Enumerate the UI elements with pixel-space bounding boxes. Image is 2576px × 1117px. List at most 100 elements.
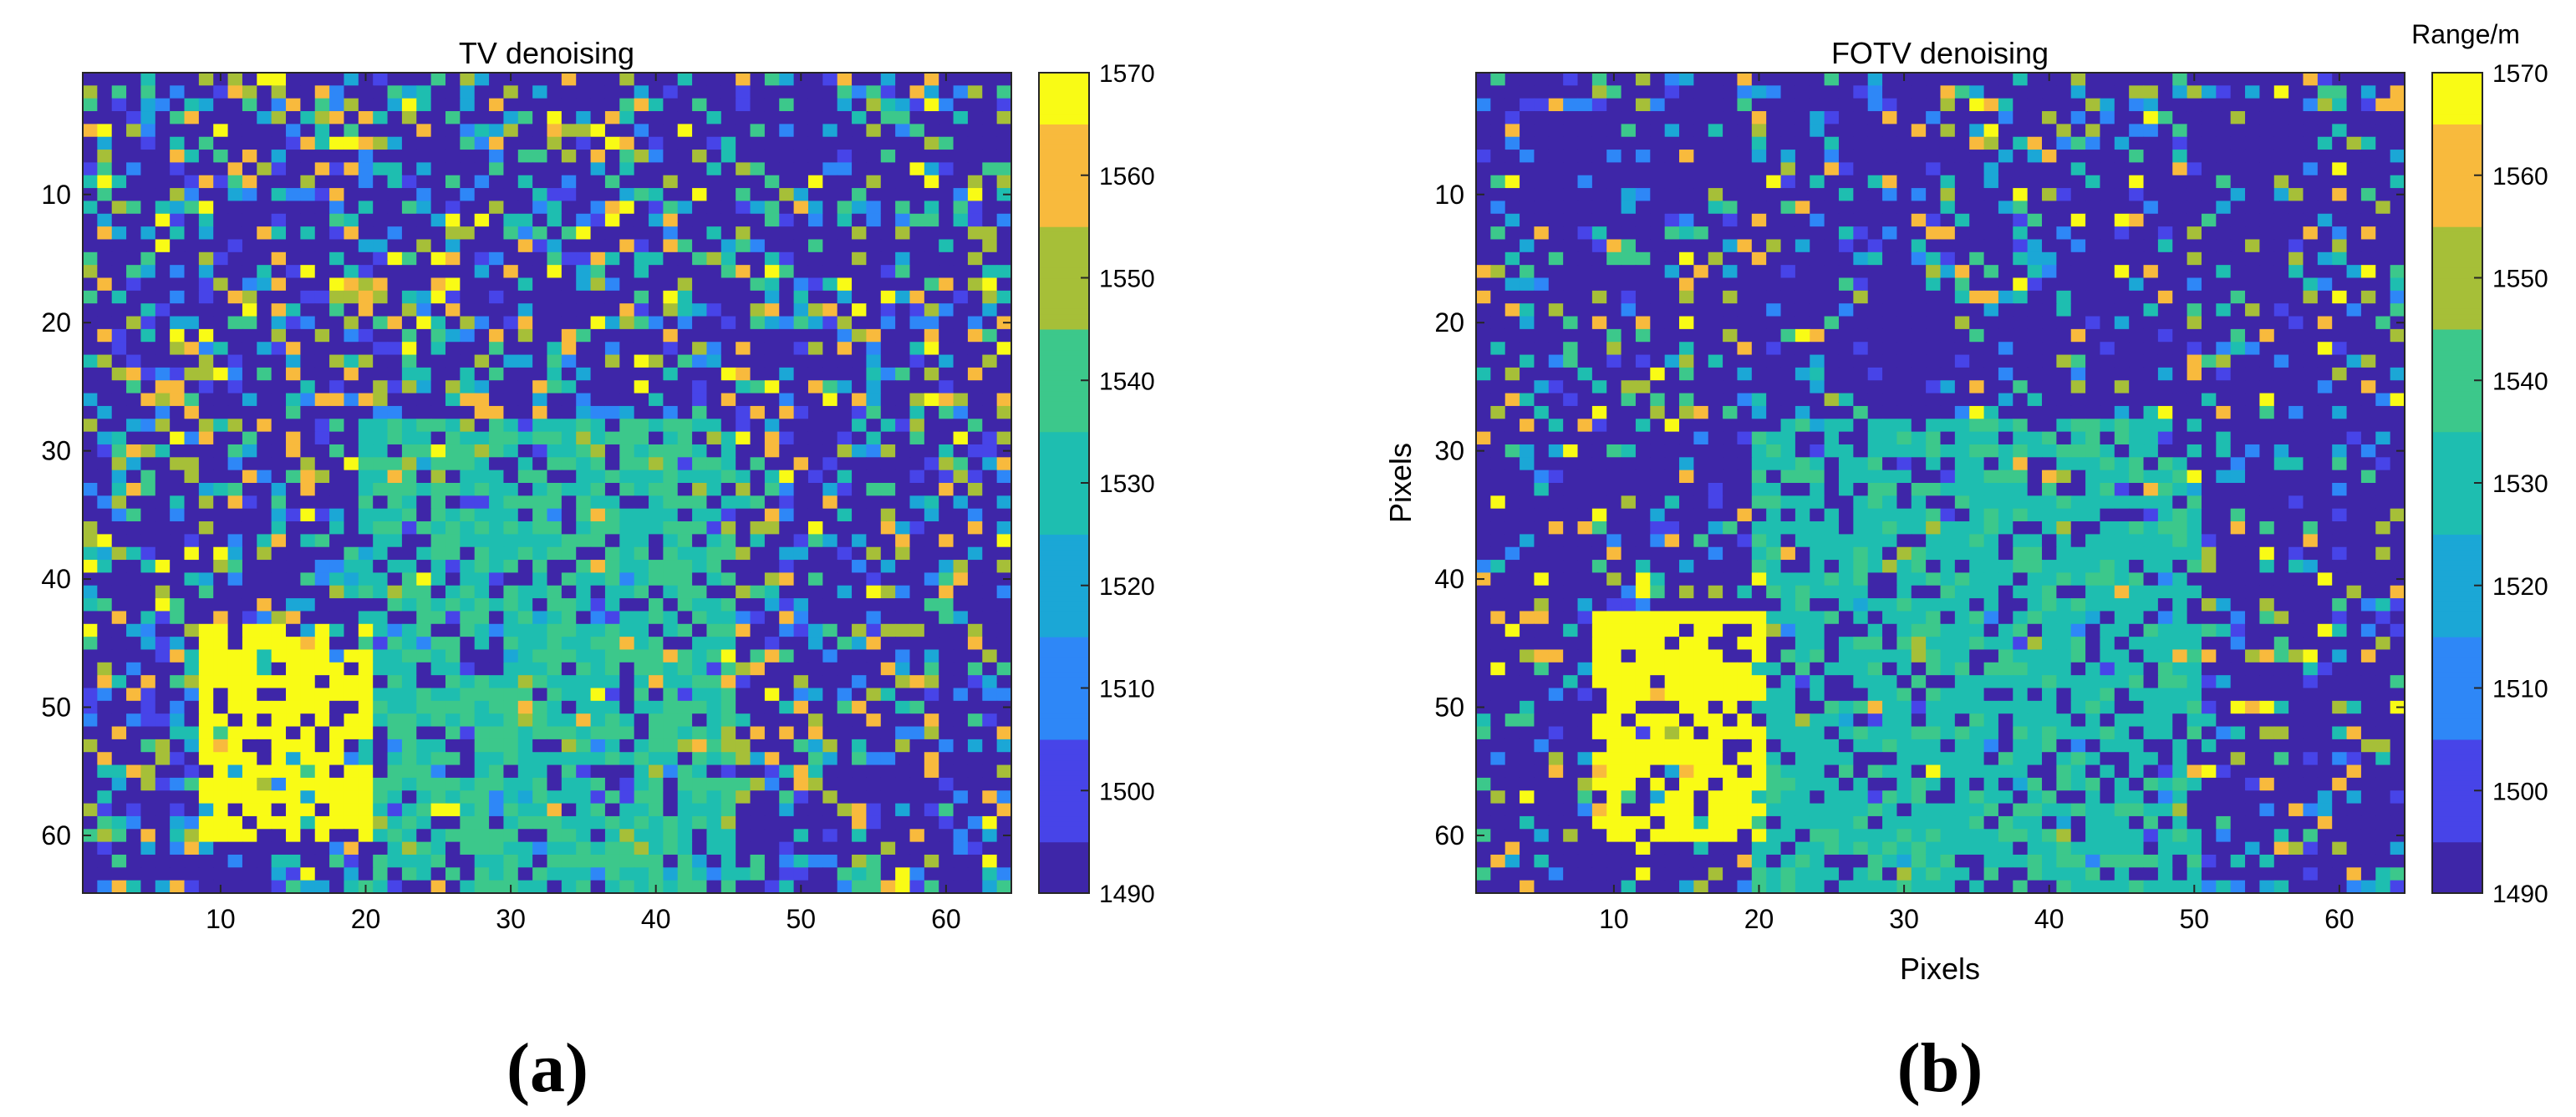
heatmap-cell <box>271 213 287 227</box>
heatmap-cell <box>460 419 476 433</box>
heatmap-cell <box>561 457 577 471</box>
heatmap-cell <box>649 534 664 548</box>
heatmap-cell <box>213 546 229 561</box>
heatmap-cell <box>329 85 345 99</box>
heatmap-cell <box>822 829 838 843</box>
heatmap-cell <box>779 457 795 471</box>
heatmap-cell <box>822 251 838 266</box>
heatmap-cell <box>2259 124 2275 138</box>
heatmap-cell <box>1679 136 1694 150</box>
heatmap-cell <box>1490 136 1506 150</box>
heatmap-cell <box>140 354 156 368</box>
heatmap-cell <box>576 136 592 150</box>
heatmap-cell <box>1577 136 1593 150</box>
heatmap-cell <box>1591 124 1607 138</box>
heatmap-cell <box>939 688 955 702</box>
heatmap-cell <box>967 598 983 612</box>
heatmap-cell <box>692 213 708 227</box>
heatmap-cell <box>982 675 998 689</box>
heatmap-cell <box>924 316 939 330</box>
heatmap-cell <box>445 880 461 893</box>
heatmap-cell <box>430 815 446 830</box>
heatmap-cell <box>503 546 519 561</box>
heatmap-cell <box>750 521 766 535</box>
heatmap-cell <box>604 354 620 368</box>
heatmap-cell <box>619 700 635 714</box>
heatmap-cell <box>634 572 649 586</box>
heatmap-cell <box>852 431 868 445</box>
heatmap-cell <box>1723 201 1739 215</box>
heatmap-cell <box>1795 124 1810 138</box>
heatmap-cell <box>852 136 868 150</box>
heatmap-cell <box>561 124 577 138</box>
heatmap-cell <box>445 841 461 856</box>
heatmap-cell <box>474 444 490 458</box>
heatmap-cell <box>1650 201 1666 215</box>
heatmap-cell <box>590 124 606 138</box>
heatmap-cell <box>924 188 939 202</box>
heatmap-cell <box>1693 136 1709 150</box>
heatmap-cell <box>184 470 200 484</box>
heatmap-cell <box>373 649 389 663</box>
heatmap-cell <box>1664 201 1680 215</box>
heatmap-cell <box>706 213 722 227</box>
heatmap-cell <box>822 124 838 138</box>
heatmap-cell <box>692 111 708 124</box>
colorbar-segment <box>1039 585 1089 592</box>
heatmap-cell <box>373 367 389 381</box>
heatmap-cell <box>271 405 287 419</box>
heatmap-cell <box>967 739 983 753</box>
heatmap-cell <box>344 508 359 522</box>
heatmap-cell <box>822 111 838 124</box>
heatmap-cell <box>1896 136 1912 150</box>
heatmap-cell <box>227 150 243 163</box>
heatmap-cell <box>257 98 272 112</box>
heatmap-cell <box>271 880 287 893</box>
heatmap-cell <box>358 213 374 227</box>
colorbar-segment <box>1039 821 1089 827</box>
heatmap-cell <box>329 841 345 856</box>
heatmap-cell <box>401 201 417 215</box>
heatmap-cell <box>401 572 417 586</box>
heatmap-cell <box>257 175 272 189</box>
heatmap-cell <box>401 752 417 766</box>
heatmap-cell <box>576 175 592 189</box>
heatmap-cell <box>373 457 389 471</box>
heatmap-cell <box>227 829 243 843</box>
heatmap-cell <box>184 546 200 561</box>
heatmap-cell <box>880 457 896 471</box>
heatmap-cell <box>257 726 272 740</box>
heatmap-cell <box>83 803 98 817</box>
heatmap-cell <box>619 572 635 586</box>
heatmap-cell <box>1954 162 1970 176</box>
heatmap-cell <box>83 637 98 651</box>
heatmap-cell <box>358 354 374 368</box>
heatmap-cell <box>503 162 519 176</box>
heatmap-cell <box>576 752 592 766</box>
heatmap-cell <box>242 316 257 330</box>
heatmap-cell <box>430 201 446 215</box>
heatmap-cell <box>677 393 693 407</box>
heatmap-cell <box>939 700 955 714</box>
heatmap-cell <box>924 713 939 728</box>
heatmap-cell <box>1896 150 1912 163</box>
heatmap-cell <box>692 303 708 317</box>
heatmap-cell <box>155 829 171 843</box>
heatmap-cell <box>793 226 809 241</box>
heatmap-cell <box>286 508 301 522</box>
heatmap-cell <box>561 111 577 124</box>
heatmap-cell <box>706 585 722 599</box>
heatmap-cell <box>97 854 113 868</box>
heatmap-cell <box>706 354 722 368</box>
heatmap-cell <box>198 841 214 856</box>
heatmap-cell <box>1563 98 1579 112</box>
heatmap-cell <box>430 675 446 689</box>
heatmap-cell <box>793 546 809 561</box>
heatmap-cell <box>604 73 620 86</box>
heatmap-cell <box>314 752 330 766</box>
heatmap-cell <box>373 188 389 202</box>
heatmap-cell <box>126 790 142 805</box>
heatmap-cell <box>227 265 243 279</box>
heatmap-cell <box>663 637 679 651</box>
heatmap-cell <box>649 175 664 189</box>
